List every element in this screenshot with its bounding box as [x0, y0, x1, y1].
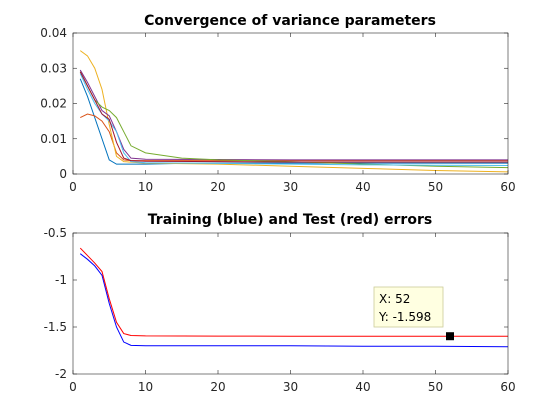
- bottom-x-tick-label: 40: [355, 380, 370, 394]
- bottom-x-tick-label: 0: [69, 380, 77, 394]
- bottom-axes: Training (blue) and Test (red) errors 0 1…: [44, 212, 516, 394]
- bottom-chart-title: Training (blue) and Test (red) errors: [148, 212, 432, 228]
- top-x-tick-label: 50: [428, 180, 443, 194]
- top-y-tick-label: 0.04: [40, 26, 67, 40]
- top-series-line-4[interactable]: [79, 69, 508, 161]
- top-axes: Convergence of variance parameters 0 10 20…: [40, 13, 515, 194]
- top-x-tick-label: 10: [138, 180, 153, 194]
- datatip-x-label: X: 52: [379, 292, 410, 306]
- top-series-line-2[interactable]: [80, 113, 508, 162]
- top-x-ticks: 0 10 20 30 40 50 60: [69, 33, 516, 194]
- bottom-x-tick-label: 20: [210, 380, 225, 394]
- datatip-box: [373, 286, 444, 328]
- top-x-tick-label: 60: [500, 180, 515, 194]
- datatip[interactable]: X: 52 Y: -1.598: [373, 286, 454, 341]
- bottom-x-tick-label: 50: [428, 380, 443, 394]
- top-series-line-6[interactable]: [79, 73, 509, 167]
- top-series-line-1[interactable]: [79, 78, 508, 165]
- top-plot-area[interactable]: [73, 33, 508, 174]
- top-series-line-5[interactable]: [79, 71, 509, 169]
- bottom-y-tick-label: -1: [55, 273, 67, 287]
- top-y-tick-label: 0: [59, 167, 67, 181]
- bottom-x-tick-label: 60: [500, 380, 515, 394]
- datatip-y-label: Y: -1.598: [378, 310, 431, 324]
- top-x-tick-label: 20: [210, 180, 225, 194]
- bottom-series-line-1[interactable]: [79, 253, 509, 348]
- bottom-y-tick-label: -0.5: [44, 226, 67, 240]
- top-x-tick-label: 30: [283, 180, 298, 194]
- top-series-line-3[interactable]: [79, 50, 509, 173]
- bottom-x-tick-label: 10: [138, 380, 153, 394]
- top-series-line-7[interactable]: [79, 71, 508, 163]
- bottom-x-tick-label: 30: [283, 380, 298, 394]
- bottom-y-ticks: -2 -1.5 -1 -0.5: [44, 226, 508, 381]
- datatip-marker[interactable]: [446, 332, 454, 341]
- top-x-tick-label: 40: [355, 180, 370, 194]
- top-series-group: [79, 50, 509, 173]
- bottom-y-tick-label: -1.5: [44, 320, 67, 334]
- top-chart-title: Convergence of variance parameters: [144, 13, 436, 29]
- bottom-series-group: [79, 247, 509, 348]
- bottom-series-line-2[interactable]: [79, 247, 508, 337]
- bottom-y-tick-label: -2: [55, 367, 67, 381]
- top-y-ticks: 0 0.01 0.02 0.03 0.04: [40, 26, 508, 181]
- top-x-tick-label: 0: [69, 180, 77, 194]
- top-y-tick-label: 0.02: [40, 97, 67, 111]
- top-y-tick-label: 0.03: [40, 61, 67, 75]
- top-y-tick-label: 0.01: [40, 132, 67, 146]
- bottom-x-ticks: 0 10 20 30 40 50 60: [69, 233, 516, 394]
